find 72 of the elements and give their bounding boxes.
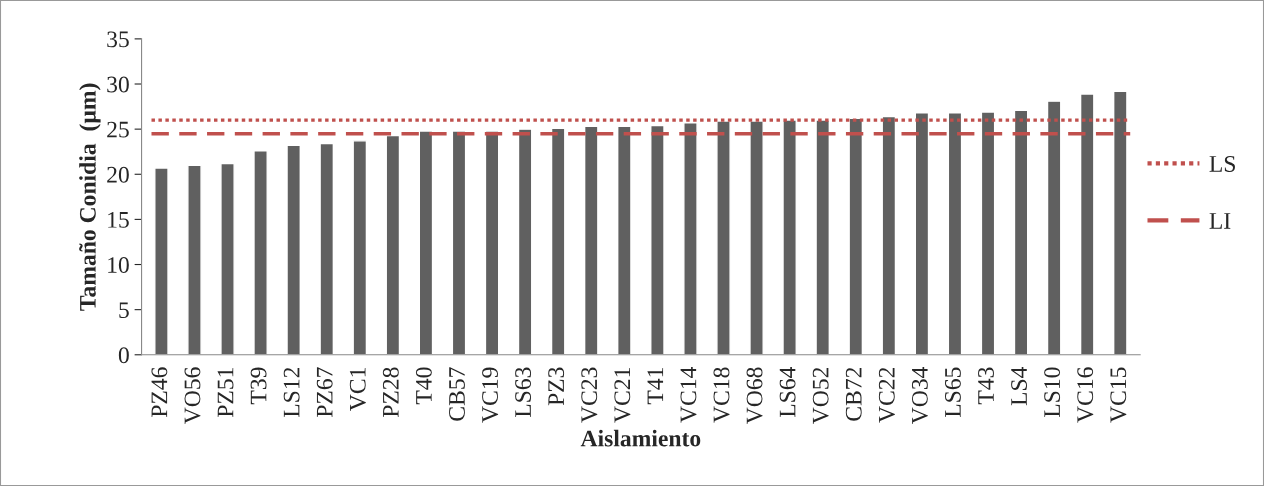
bar [947, 112, 963, 355]
bar [154, 167, 169, 355]
x-tick-label: LS64 [779, 366, 796, 418]
y-axis-title: Tamaño Conidia (µm) [79, 83, 101, 311]
bar [1046, 100, 1062, 355]
bar [352, 140, 368, 355]
x-tick-label: VC21 [614, 368, 631, 423]
bar [550, 127, 566, 355]
x-tick-label: T40 [415, 367, 432, 405]
x-tick-label: T39 [250, 367, 267, 405]
legend-label: LI [1209, 213, 1231, 229]
x-tick-label: PZ3 [548, 367, 565, 406]
legend-label: LS [1209, 156, 1235, 172]
bar [1112, 90, 1128, 355]
bar [220, 162, 235, 355]
bar [848, 117, 864, 355]
y-tick-label: 35 [107, 31, 129, 48]
y-tick-label: 20 [107, 166, 129, 183]
bar [253, 150, 268, 355]
bar [914, 112, 930, 355]
bar [716, 120, 731, 355]
bar [1013, 109, 1029, 355]
bar [187, 164, 202, 355]
y-tick-label: 0 [118, 347, 129, 364]
y-tick-label: 15 [108, 212, 129, 228]
bar [980, 111, 996, 355]
x-tick-label: PZ46 [151, 367, 168, 418]
x-tick-label: VO68 [746, 367, 763, 425]
x-tick-label: LS63 [515, 367, 532, 418]
x-tick-label: VC1 [349, 368, 366, 411]
x-tick-label: CB57 [449, 367, 465, 421]
y-tick-label: 25 [107, 121, 129, 138]
bar [583, 125, 599, 355]
bar [782, 119, 797, 355]
x-tick-label: PZ67 [316, 367, 333, 418]
x-tick-label: LS10 [1044, 367, 1061, 418]
x-tick-label: VO56 [184, 367, 201, 425]
x-tick-label: CB72 [845, 367, 862, 421]
x-tick-label: VC16 [1077, 367, 1094, 423]
x-tick-label: VC19 [482, 367, 499, 423]
x-tick-label: VO52 [812, 367, 829, 425]
x-tick-label: VO34 [911, 366, 928, 425]
x-tick-label: VC18 [713, 367, 730, 423]
bar [881, 115, 897, 355]
y-tick-label: 10 [108, 257, 129, 273]
bar [749, 120, 764, 355]
x-tick-label: PZ28 [382, 367, 399, 418]
x-tick-label: T41 [647, 368, 664, 405]
bar [683, 122, 698, 355]
bar [418, 130, 434, 355]
bar [1079, 93, 1095, 355]
y-tick-label: 5 [119, 302, 129, 319]
bar [617, 125, 632, 355]
bar [484, 130, 500, 355]
bar [319, 142, 335, 355]
bar [286, 144, 301, 355]
bar [517, 128, 533, 355]
x-tick-label: T43 [978, 367, 994, 405]
x-tick-label: VC15 [1110, 367, 1127, 423]
x-tick-label: LS65 [945, 367, 961, 418]
bar [815, 119, 831, 355]
x-tick-label: VC23 [581, 367, 598, 423]
x-axis-title: Aislamiento [580, 429, 701, 447]
x-tick-label: VC14 [680, 366, 697, 423]
y-tick-label: 30 [107, 76, 129, 93]
x-tick-label: LS12 [283, 367, 300, 418]
bar [385, 134, 401, 355]
x-tick-label: VC22 [878, 367, 895, 423]
bar [451, 130, 467, 355]
bar [650, 124, 665, 355]
x-tick-label: LS4 [1011, 366, 1027, 406]
x-tick-label: PZ51 [217, 368, 234, 418]
